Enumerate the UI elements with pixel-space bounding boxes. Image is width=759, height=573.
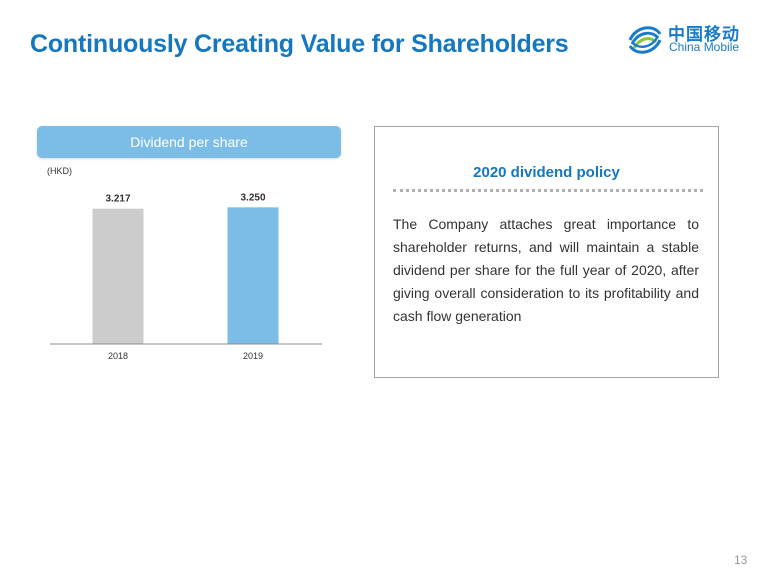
chart-header: Dividend per share [37,126,341,158]
bar-2018 [92,208,144,344]
policy-text: The Company attaches great importance to… [393,216,699,324]
dividend-bar-chart: 3.217 2018 3.250 2019 [50,192,322,361]
policy-panel: 2020 dividend policy The Company attache… [374,126,719,378]
data-label-2018: 3.217 [105,194,130,205]
tick-label-2019: 2019 [243,351,263,361]
page-number: 13 [734,553,748,567]
policy-title: 2020 dividend policy [473,164,620,181]
logo-chinese-text: 中国移动 [668,25,740,45]
logo-english-text: China Mobile [669,40,740,54]
chart-unit-label: (HKD) [47,166,72,176]
page-title: Continuously Creating Value for Sharehol… [30,30,569,58]
tick-label-2018: 2018 [108,351,128,361]
data-label-2019: 3.250 [240,192,265,203]
policy-divider [393,189,703,192]
bar-2019 [227,207,279,344]
china-mobile-logo: 中国移动 China Mobile [626,20,740,60]
china-mobile-swirl-icon [628,26,662,54]
